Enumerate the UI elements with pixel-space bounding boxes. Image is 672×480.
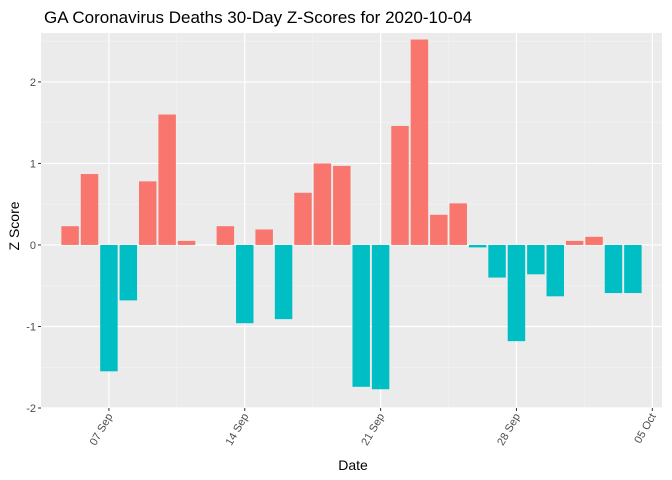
y-tick-label: 0 bbox=[30, 240, 36, 252]
x-tick-label: 14 Sep bbox=[224, 412, 252, 448]
y-tick-label: 2 bbox=[30, 77, 36, 89]
bar-2020-09-05 bbox=[61, 226, 79, 245]
bar-2020-09-27 bbox=[488, 244, 506, 278]
bar-2020-09-16 bbox=[274, 244, 293, 320]
x-tick-label: 21 Sep bbox=[359, 412, 387, 448]
bar-2020-09-09 bbox=[139, 181, 157, 245]
bar-2020-09-23 bbox=[410, 39, 429, 245]
bar-2020-09-25 bbox=[449, 203, 467, 245]
y-tick-label: -2 bbox=[26, 403, 36, 415]
bar-2020-09-11 bbox=[177, 240, 196, 245]
bar-2020-09-06 bbox=[80, 174, 99, 245]
bar-2020-09-07 bbox=[100, 244, 118, 372]
bar-2020-09-30 bbox=[546, 244, 564, 297]
bar-2020-09-28 bbox=[507, 244, 526, 342]
plot-panel bbox=[41, 33, 662, 408]
bar-2020-09-26 bbox=[468, 244, 487, 248]
bar-2020-09-15 bbox=[255, 229, 273, 245]
y-axis-title: Z Score bbox=[6, 201, 22, 250]
x-tick-label: 05 Oct bbox=[632, 412, 659, 446]
bar-2020-09-08 bbox=[119, 244, 138, 301]
bars bbox=[61, 39, 642, 390]
x-tick-label: 28 Sep bbox=[495, 412, 523, 448]
y-tick-label: 1 bbox=[30, 158, 36, 170]
bar-2020-09-29 bbox=[527, 244, 545, 275]
bar-2020-10-02 bbox=[585, 236, 603, 245]
bar-2020-09-18 bbox=[313, 163, 332, 245]
bar-2020-10-03 bbox=[604, 244, 623, 294]
bar-2020-09-21 bbox=[371, 244, 390, 390]
bar-2020-09-17 bbox=[294, 192, 312, 245]
x-tick-label: 07 Sep bbox=[88, 412, 116, 448]
y-axis: -2 -1 0 1 2 bbox=[26, 77, 41, 415]
bar-2020-09-10 bbox=[158, 114, 176, 245]
bar-2020-10-04 bbox=[624, 244, 642, 294]
bar-2020-09-22 bbox=[391, 125, 409, 245]
x-axis: 07 Sep 14 Sep 21 Sep 28 Sep 05 Oct bbox=[88, 408, 659, 448]
bar-2020-09-14 bbox=[236, 244, 254, 324]
bar-2020-09-19 bbox=[333, 165, 351, 245]
y-tick-label: -1 bbox=[26, 321, 36, 333]
bar-2020-10-01 bbox=[565, 240, 584, 245]
chart-title: GA Coronavirus Deaths 30-Day Z-Scores fo… bbox=[44, 8, 472, 27]
x-axis-title: Date bbox=[338, 457, 368, 473]
bar-2020-09-24 bbox=[430, 214, 448, 245]
bar-2020-09-20 bbox=[352, 244, 370, 387]
bar-2020-09-13 bbox=[216, 226, 235, 245]
